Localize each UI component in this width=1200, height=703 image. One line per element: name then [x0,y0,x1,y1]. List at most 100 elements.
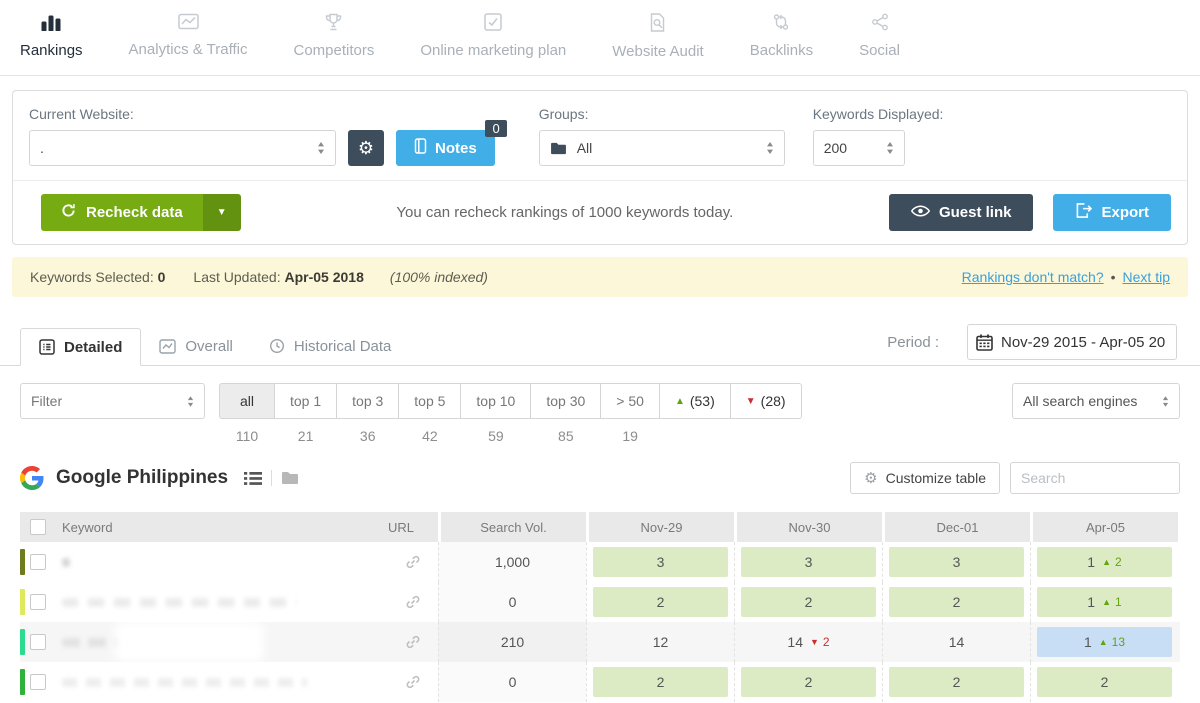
keywords-selected-value: 0 [157,269,166,285]
backlinks-icon [772,13,790,35]
filter-select[interactable]: Filter [20,383,205,419]
notebook-icon [414,138,427,158]
url-cell[interactable] [388,622,438,662]
filter-top1-button[interactable]: top 1 [274,383,338,419]
export-label: Export [1101,204,1149,221]
count-top10: 59 [488,428,504,444]
groups-group: Groups: All [538,106,785,166]
engine-section-header: Google Philippines ⚙ Customize table [20,461,1180,495]
current-website-label: Current Website: [29,106,134,122]
tab-label: Detailed [64,338,123,356]
recheck-info-text: You can recheck rankings of 1000 keyword… [396,204,734,221]
nav-online-marketing-plan[interactable]: Online marketing plan [420,13,566,75]
keywords-displayed-label: Keywords Displayed: [812,106,944,122]
link-icon [406,555,420,569]
rankings-dont-match-link[interactable]: Rankings don't match? [961,269,1104,285]
rank-cell: 2 [889,667,1024,697]
search-volume-cell: 1,000 [438,542,586,582]
filter-top5-button[interactable]: top 5 [398,383,462,419]
keywords-displayed-select[interactable]: 200 [812,130,905,166]
website-settings-button[interactable]: ⚙ [348,130,384,166]
filter-top3-button[interactable]: top 3 [336,383,400,419]
customize-table-label: Customize table [885,470,986,486]
top-nav: Rankings Analytics & Traffic Competitors… [0,0,1200,76]
filter-top10-button[interactable]: top 10 [460,383,532,419]
nav-analytics-traffic[interactable]: Analytics & Traffic [129,13,247,75]
url-cell[interactable] [388,542,438,582]
period-label: Period : [887,333,939,351]
next-tip-link[interactable]: Next tip [1122,269,1170,285]
tab-label: Historical Data [293,337,392,355]
detailed-list-icon [39,339,55,355]
url-cell[interactable] [388,582,438,622]
select-caret-icon [187,395,194,407]
search-engines-select[interactable]: All search engines [1012,383,1180,419]
select-all-checkbox[interactable] [30,519,46,535]
last-updated-value: Apr-05 2018 [284,269,364,285]
status-bar: Keywords Selected: 0 Last Updated: Apr-0… [12,257,1188,297]
current-website-group: Current Website: . ⚙ Notes 0 [29,106,507,166]
export-button[interactable]: Export [1053,194,1171,231]
notes-button[interactable]: Notes 0 [396,120,507,166]
list-view-icon[interactable] [244,471,263,486]
filter-moved-down-button[interactable]: ▼ (28) [729,383,802,419]
refresh-icon [61,203,76,222]
control-panel: Current Website: . ⚙ Notes 0 G [12,90,1188,245]
header-url: URL [388,512,438,542]
last-updated-label: Last Updated: [193,269,281,285]
period-value: Nov-29 2015 - Apr-05 20 [1001,333,1166,351]
tab-detailed[interactable]: Detailed [20,328,142,366]
filter-moved-up-button[interactable]: ▲ (53) [658,383,731,419]
engine-title: Google Philippines [56,467,229,488]
nav-label: Competitors [293,42,375,59]
filter-top30-button[interactable]: top 30 [530,383,602,419]
nav-competitors[interactable]: Competitors [293,13,374,75]
filter-gt50-button[interactable]: > 50 [600,383,660,419]
overall-chart-icon [159,338,177,354]
nav-website-audit[interactable]: Website Audit [612,13,704,75]
row-checkbox[interactable] [30,594,46,610]
nav-social[interactable]: Social [859,13,900,75]
rankings-table: Keyword URL Search Vol. Nov-29 Nov-30 De… [20,512,1180,702]
nav-label: Rankings [20,42,83,59]
keyword-search-input[interactable] [1010,462,1180,494]
url-cell[interactable] [388,662,438,702]
select-caret-icon [766,142,773,154]
table-row: 1,000 3 3 3 1 ▲ 2 [20,542,1180,582]
header-keyword: Keyword [54,512,388,542]
count-all: 110 [235,428,259,444]
link-icon [406,595,420,609]
customize-table-button[interactable]: ⚙ Customize table [850,462,1000,494]
up-triangle-icon: ▲ [674,395,685,407]
current-website-select[interactable]: . [29,130,336,166]
row-checkbox[interactable] [30,634,46,650]
rank-cell: 2 [593,667,728,697]
tab-overall[interactable]: Overall [141,327,251,365]
gear-icon: ⚙ [357,137,375,158]
rank-cell: 1 ▲ 2 [1037,547,1172,577]
tab-historical-data[interactable]: Historical Data [251,327,410,365]
history-clock-icon [269,338,284,354]
guest-link-button[interactable]: Guest link [888,194,1034,231]
groups-select[interactable]: All [538,130,785,166]
rank-cell: 1 ▲ 1 [1037,587,1172,617]
rank-cell: 3 [889,547,1024,577]
period-date-range-button[interactable]: Nov-29 2015 - Apr-05 20 [967,324,1177,360]
row-checkbox[interactable] [30,674,46,690]
row-checkbox[interactable] [30,554,46,570]
folder-group-icon[interactable] [281,471,299,485]
nav-rankings[interactable]: Rankings [20,13,83,75]
group-color-stripe [20,629,25,655]
nav-backlinks[interactable]: Backlinks [750,13,813,75]
tab-label: Overall [185,337,233,355]
rank-cell: 2 [889,587,1024,617]
count-top1: 21 [297,428,314,444]
recheck-data-button[interactable]: Recheck data [41,194,203,231]
search-engines-value: All search engines [1023,393,1138,409]
link-icon [406,675,420,689]
group-color-stripe [20,549,25,575]
recheck-dropdown-button[interactable]: ▼ [202,194,241,231]
filter-all-button[interactable]: all [219,383,275,419]
keywords-selected-label: Keywords Selected: [30,269,154,285]
nav-label: Online marketing plan [420,42,567,59]
